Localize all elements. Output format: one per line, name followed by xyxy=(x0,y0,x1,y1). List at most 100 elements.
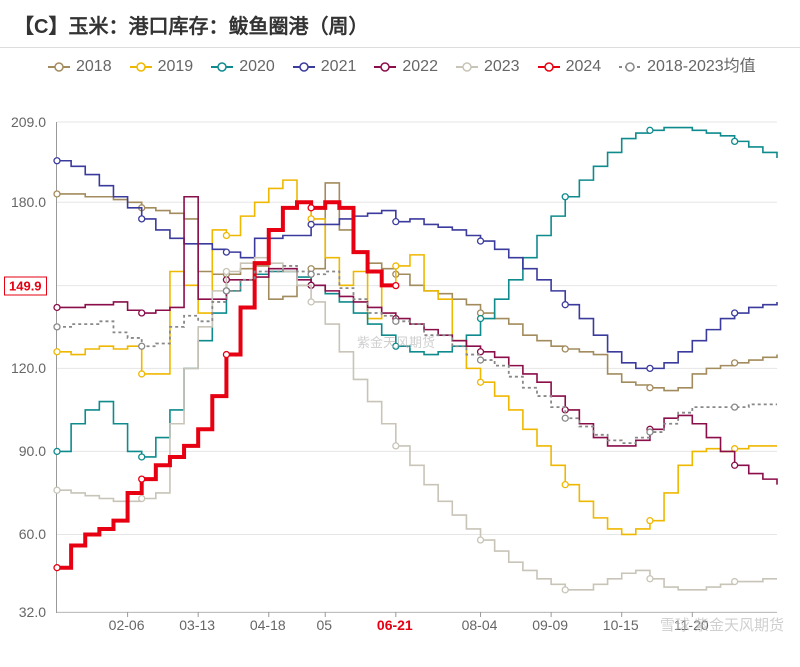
chart-area: 32.0 60.0 90.0 120.0 180.0 209.0 02-06 03-13 04… xyxy=(0,112,800,652)
legend-swatch-2023 xyxy=(456,60,478,74)
marker-avg xyxy=(647,429,653,435)
series-2024 xyxy=(57,202,396,567)
marker-2018 xyxy=(562,346,568,352)
series-2021 xyxy=(57,161,777,369)
marker-2023 xyxy=(478,537,484,543)
legend-item-2021: 2021 xyxy=(293,54,357,80)
marker-2020 xyxy=(54,448,60,454)
marker-2020 xyxy=(393,343,399,349)
legend-label-2022: 2022 xyxy=(402,54,438,80)
marker-2024 xyxy=(139,476,145,482)
x-tick-label: 03-13 xyxy=(179,617,215,633)
marker-2021 xyxy=(478,238,484,244)
marker-avg xyxy=(562,415,568,421)
marker-2022 xyxy=(54,304,60,310)
legend-item-avg: 2018-2023均值 xyxy=(619,54,756,80)
x-tick-label: 08-04 xyxy=(462,617,498,633)
x-tick-label: 09-09 xyxy=(532,617,568,633)
legend-swatch-2020 xyxy=(211,60,233,74)
marker-avg xyxy=(478,357,484,363)
marker-2020 xyxy=(647,127,653,133)
legend-item-2023: 2023 xyxy=(456,54,520,80)
marker-2021 xyxy=(308,221,314,227)
legend-label-2019: 2019 xyxy=(158,54,194,80)
marker-2018 xyxy=(732,360,738,366)
marker-2024 xyxy=(54,565,60,571)
chart-container: 【C】玉米：港口库存：鲅鱼圈港（周） 2018 2019 2020 2021 2022 2… xyxy=(0,0,800,667)
series-avg xyxy=(57,266,777,443)
y-tick-label: 180.0 xyxy=(11,194,46,210)
marker-avg xyxy=(393,318,399,324)
legend-item-2018: 2018 xyxy=(48,54,112,80)
marker-avg xyxy=(139,343,145,349)
marker-2023 xyxy=(54,487,60,493)
legend-label-avg: 2018-2023均值 xyxy=(647,54,756,80)
marker-2020 xyxy=(139,454,145,460)
marker-2021 xyxy=(393,219,399,225)
marker-2023 xyxy=(223,268,229,274)
marker-2023 xyxy=(647,576,653,582)
marker-avg xyxy=(54,324,60,330)
marker-2023 xyxy=(308,299,314,305)
marker-2020 xyxy=(732,138,738,144)
legend-swatch-2022 xyxy=(374,60,396,74)
marker-2023 xyxy=(139,495,145,501)
marker-2018 xyxy=(647,385,653,391)
legend-swatch-2024 xyxy=(538,60,560,74)
marker-2020 xyxy=(478,316,484,322)
legend-label-2023: 2023 xyxy=(484,54,520,80)
marker-avg xyxy=(223,288,229,294)
marker-avg xyxy=(732,404,738,410)
marker-2024 xyxy=(393,283,399,289)
current-value-badge: 149.9 xyxy=(4,276,47,295)
series-2019 xyxy=(57,180,777,534)
series-2022 xyxy=(57,197,777,485)
marker-2019 xyxy=(647,518,653,524)
marker-2019 xyxy=(393,263,399,269)
legend-label-2018: 2018 xyxy=(76,54,112,80)
x-tick-label: 05 xyxy=(316,617,332,633)
legend-item-2024: 2024 xyxy=(538,54,602,80)
legend-item-2022: 2022 xyxy=(374,54,438,80)
marker-2021 xyxy=(54,158,60,164)
legend-item-2019: 2019 xyxy=(130,54,194,80)
x-tick-label: 10-15 xyxy=(603,617,639,633)
plot-area: 紫金天风期货 xyxy=(56,122,777,613)
marker-2019 xyxy=(562,482,568,488)
marker-2021 xyxy=(732,310,738,316)
y-tick-label: 209.0 xyxy=(11,114,46,130)
x-tick-label: 02-06 xyxy=(109,617,145,633)
marker-2023 xyxy=(732,579,738,585)
legend-swatch-2019 xyxy=(130,60,152,74)
marker-2024 xyxy=(223,352,229,358)
legend-label-2020: 2020 xyxy=(239,54,275,80)
chart-title: 【C】玉米：港口库存：鲅鱼圈港（周） xyxy=(0,0,800,48)
x-tick-label: 11-20 xyxy=(674,617,709,633)
marker-2021 xyxy=(139,216,145,222)
y-tick-label: 32.0 xyxy=(19,604,46,620)
marker-2019 xyxy=(478,379,484,385)
x-tick-label: 04-18 xyxy=(250,617,286,633)
marker-2023 xyxy=(562,587,568,593)
marker-2018 xyxy=(54,191,60,197)
marker-2021 xyxy=(223,249,229,255)
marker-2021 xyxy=(647,365,653,371)
legend-swatch-2021 xyxy=(293,60,315,74)
y-tick-label: 60.0 xyxy=(19,526,46,542)
marker-avg xyxy=(308,271,314,277)
legend-label-2024: 2024 xyxy=(566,54,602,80)
legend-item-2020: 2020 xyxy=(211,54,275,80)
legend-swatch-avg xyxy=(619,60,641,74)
marker-2021 xyxy=(562,302,568,308)
series-2020 xyxy=(57,128,777,457)
legend-label-2021: 2021 xyxy=(321,54,357,80)
marker-2019 xyxy=(54,349,60,355)
marker-2022 xyxy=(732,462,738,468)
legend-swatch-2018 xyxy=(48,60,70,74)
marker-2022 xyxy=(139,310,145,316)
x-tick-label: 06-21 xyxy=(377,617,413,633)
y-tick-label: 90.0 xyxy=(19,443,46,459)
series-2018 xyxy=(57,183,777,391)
marker-2024 xyxy=(308,205,314,211)
y-tick-label: 120.0 xyxy=(11,360,46,376)
